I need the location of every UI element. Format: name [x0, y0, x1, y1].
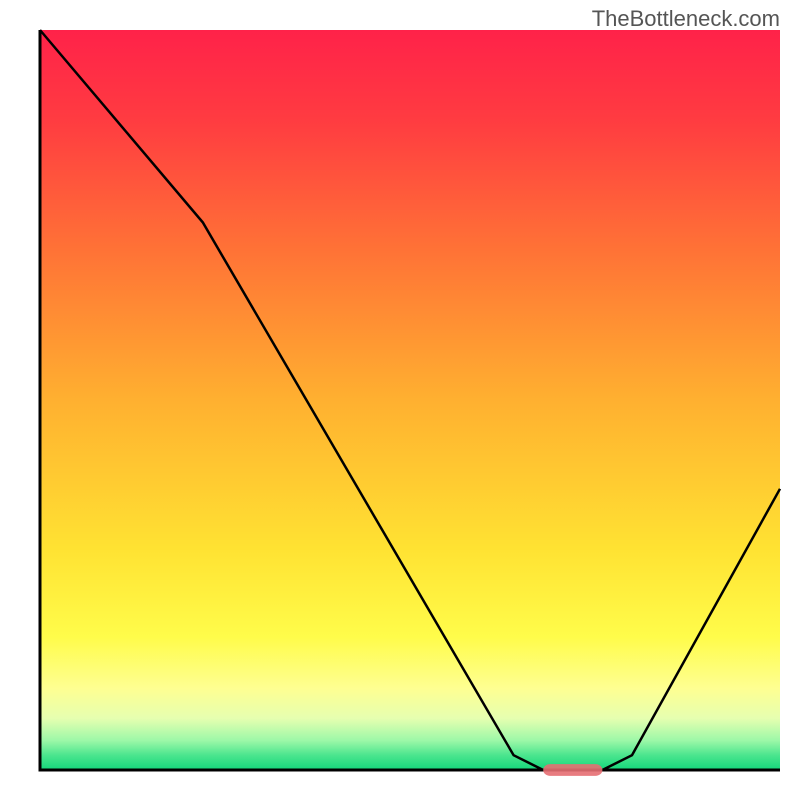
- chart-container: TheBottleneck.com: [0, 0, 800, 800]
- plot-background: [40, 30, 780, 770]
- bottleneck-chart: [0, 0, 800, 800]
- watermark-text: TheBottleneck.com: [592, 6, 780, 32]
- optimal-marker: [543, 764, 602, 776]
